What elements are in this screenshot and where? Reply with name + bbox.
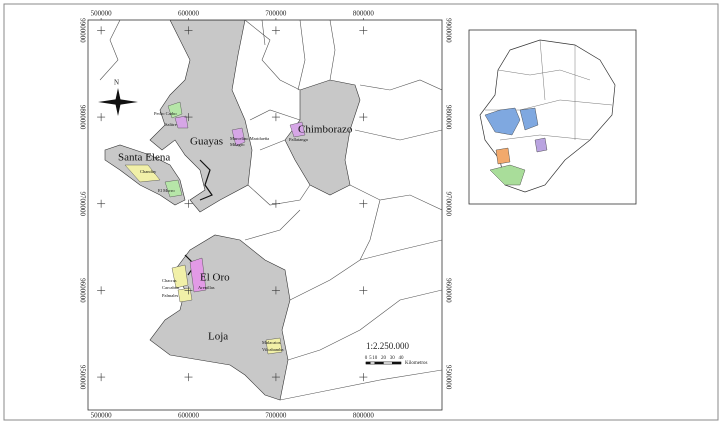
place-label: Carcabón [162, 285, 180, 290]
place-label: El Morro [158, 188, 175, 193]
y-coord-label: 9800000 [78, 105, 86, 130]
y-coord-label: 9700000 [444, 191, 452, 216]
y-coord-label: 9900000 [444, 18, 452, 43]
scale-tick-label: 10 [372, 356, 378, 361]
y-coord-label: 9600000 [78, 278, 86, 303]
province-label: Santa Elena [118, 152, 170, 164]
place-label: Vilcabamba [262, 347, 283, 352]
y-coord-label: 9500000 [78, 365, 86, 390]
x-coord-label: 600000 [178, 412, 200, 420]
province-label: El Oro [200, 272, 230, 284]
scale-segment [365, 361, 371, 365]
y-coord-label: 9700000 [78, 191, 86, 216]
north-arrow: N [98, 79, 138, 116]
place-label: Milagro [230, 142, 245, 147]
y-coord-label: 9900000 [78, 18, 86, 43]
place-label: Malacatos [262, 340, 281, 345]
municipalities [124, 101, 306, 355]
x-coord-label: 800000 [353, 10, 375, 18]
x-coord-label: 600000 [178, 10, 200, 18]
north-label: N [114, 79, 119, 87]
province-label: Guayas [190, 136, 223, 148]
boundaries [99, 20, 442, 401]
x-coord-label: 700000 [265, 10, 287, 18]
scale-segment [383, 361, 393, 365]
scale-tick-label: 30 [390, 356, 396, 361]
scale-segment [392, 361, 402, 365]
place-label: Pallatanga [289, 137, 308, 142]
x-coord-label: 700000 [265, 412, 287, 420]
place-label: Marcelino Maridueña [230, 136, 269, 141]
x-coord-label: 500000 [91, 412, 113, 420]
place-label: Salitre [165, 122, 177, 127]
map-frame [87, 19, 443, 411]
scale-segment [370, 361, 375, 365]
scale-ratio: 1:2.250.000 [366, 341, 410, 351]
y-coord-label: 9800000 [444, 105, 452, 130]
scale-tick-label: 5 [369, 356, 372, 361]
province-label: Loja [208, 331, 228, 343]
place-label: Arenillas [198, 285, 215, 290]
y-coord-label: 9600000 [444, 278, 452, 303]
scale-tick-label: 0 [365, 356, 368, 361]
main-map [88, 20, 442, 410]
place-label: Chanduy [140, 169, 157, 174]
x-coord-label: 800000 [353, 412, 375, 420]
scale-tick-label: 20 [381, 356, 387, 361]
inset-map [468, 29, 637, 205]
place-label: Pedro Carbo [154, 111, 177, 116]
place-label: Palmales [162, 293, 178, 298]
x-coord-label: 500000 [91, 10, 113, 18]
scale-segment [374, 361, 384, 365]
y-coord-label: 9500000 [444, 365, 452, 390]
scale-unit: Kilometros [405, 361, 428, 366]
place-label: Chacras [162, 278, 177, 283]
scale-tick-label: 40 [398, 356, 404, 361]
province-label: Chimborazo [298, 124, 353, 136]
